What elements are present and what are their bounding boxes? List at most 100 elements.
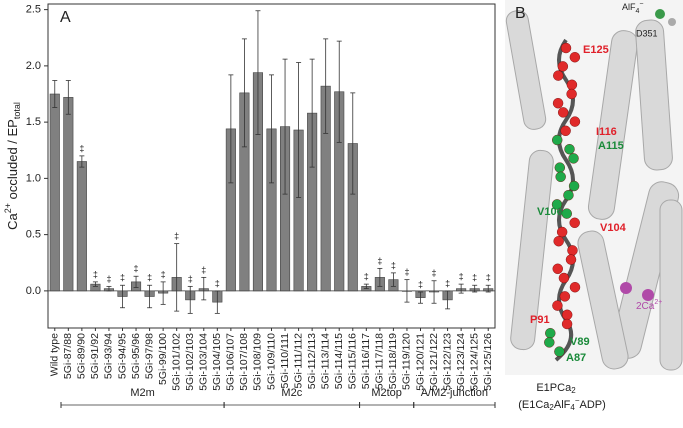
y-label-text: occluded / EP bbox=[5, 119, 20, 203]
residue-ball bbox=[563, 189, 574, 201]
helix-residues bbox=[544, 42, 581, 357]
x-tick-label: 5Gi-103/104 bbox=[198, 333, 210, 391]
ligand-sub: 4 bbox=[636, 8, 640, 15]
x-tick-label: 5Gi-87/88 bbox=[62, 333, 74, 379]
residue-ball bbox=[552, 97, 564, 109]
significance-marker: ‡ bbox=[161, 269, 166, 279]
residue-ball bbox=[568, 153, 579, 164]
ligand-text: AlF bbox=[622, 2, 636, 12]
residue-label: V104 bbox=[600, 222, 627, 234]
significance-marker: ‡ bbox=[391, 260, 396, 270]
calcium-ion bbox=[620, 282, 632, 294]
residue-ball bbox=[565, 254, 577, 265]
residue-ball bbox=[552, 134, 563, 146]
caption-sup: − bbox=[575, 396, 580, 405]
x-tick-label: 5Gi-108/109 bbox=[252, 333, 264, 391]
significance-marker: ‡ bbox=[418, 279, 423, 289]
residue-label: V89 bbox=[570, 336, 590, 348]
residue-ball bbox=[569, 52, 581, 63]
residue-ball bbox=[556, 226, 568, 238]
x-tick-label: 5Gi-94/95 bbox=[116, 333, 128, 379]
y-axis-label: Ca2+ occluded / EPtotal bbox=[3, 102, 22, 230]
significance-marker: ‡ bbox=[174, 231, 179, 241]
panel-label: A bbox=[60, 9, 71, 26]
residue-ball bbox=[555, 171, 566, 183]
x-tick-label: 5Gi-91/92 bbox=[89, 333, 101, 379]
alf4-ligand bbox=[655, 9, 665, 19]
residue-ball bbox=[564, 143, 575, 155]
residue-ball bbox=[553, 70, 564, 81]
significance-marker: ‡ bbox=[445, 278, 450, 288]
significance-marker: ‡ bbox=[79, 143, 84, 153]
x-tick-label: 5Gi-122/123 bbox=[441, 333, 453, 391]
caption-sub: 2 bbox=[571, 386, 576, 395]
caption-sub: 2 bbox=[549, 403, 554, 412]
significance-marker: ‡ bbox=[147, 273, 152, 283]
residue-ball bbox=[544, 337, 555, 348]
x-tick-label: 5Gi-115/116 bbox=[347, 333, 359, 389]
x-tick-label: 5Gi-93/94 bbox=[103, 333, 115, 379]
x-tick-label: 5Gi-120/121 bbox=[414, 333, 426, 391]
y-label-sup: 2+ bbox=[3, 203, 13, 213]
residue-ball bbox=[557, 107, 569, 118]
y-tick-label: 1.0 bbox=[26, 172, 41, 184]
residue-ball bbox=[569, 116, 581, 127]
x-tick-label: 5Gi-117/118 bbox=[374, 333, 386, 389]
x-tick-label: 5Gi-116/117 bbox=[360, 333, 372, 389]
helix-cylinders bbox=[505, 10, 683, 371]
x-tick-label: 5Gi-118/119 bbox=[387, 333, 399, 389]
significance-marker: ‡ bbox=[106, 274, 111, 284]
x-tick-label: 5Gi-114/115 bbox=[333, 333, 345, 389]
x-tick-label: 5Gi-95/96 bbox=[130, 333, 142, 379]
x-tick-label: 5Gi-89/90 bbox=[76, 333, 88, 379]
x-tick-label: 5Gi-112/113 bbox=[306, 333, 318, 389]
ion-label: 2Ca2+ bbox=[636, 299, 662, 312]
group-label: M2top bbox=[371, 387, 402, 399]
caption-text: ADP) bbox=[579, 399, 605, 411]
x-tick-label: 5Gi-110/111 bbox=[279, 333, 291, 389]
caption-text: E1PCa bbox=[536, 382, 572, 394]
residue-label: A87 bbox=[566, 352, 586, 364]
caption-sub: 4 bbox=[570, 403, 575, 412]
x-tick-label: 5Gi-97/98 bbox=[143, 333, 155, 379]
residue-ball bbox=[560, 42, 572, 54]
x-tick-label: 5Gi-119/120 bbox=[401, 333, 413, 390]
significance-marker: ‡ bbox=[459, 272, 464, 282]
significance-marker: ‡ bbox=[188, 274, 193, 284]
residue-ball bbox=[566, 88, 577, 100]
caption: (E1Ca2AlF4−ADP) bbox=[518, 396, 606, 412]
residue-ball bbox=[561, 309, 573, 320]
panel-label: B bbox=[515, 5, 526, 22]
residue-ball bbox=[545, 328, 556, 339]
x-tick-label: 5Gi-121/122 bbox=[428, 333, 440, 391]
significance-marker: ‡ bbox=[93, 269, 98, 279]
group-label: M2c bbox=[281, 387, 302, 399]
significance-marker: ‡ bbox=[120, 273, 125, 283]
residue-label: E125 bbox=[583, 44, 609, 56]
caption-text: AlF bbox=[554, 399, 571, 411]
residue-ball bbox=[557, 61, 569, 72]
panel-b: B E125 I116 A115 V106 V104 P91 V89 A87 2… bbox=[505, 0, 683, 412]
residue-ball bbox=[569, 217, 580, 229]
residue-label: V106 bbox=[537, 206, 563, 218]
residue-ball bbox=[554, 162, 566, 173]
caption-text: (E1Ca bbox=[518, 399, 550, 411]
significance-marker: ‡ bbox=[486, 273, 491, 283]
significance-marker: ‡ bbox=[404, 267, 409, 277]
x-tick-label: 5Gi-124/125 bbox=[468, 333, 480, 391]
residue-ball bbox=[552, 263, 563, 274]
residue-ball bbox=[561, 318, 573, 330]
significance-marker: ‡ bbox=[472, 273, 477, 283]
y-tick-label: 2.0 bbox=[26, 60, 41, 72]
y-tick-label: 0.0 bbox=[26, 285, 41, 297]
y-tick-label: 0.5 bbox=[26, 229, 41, 241]
x-tick-label: 5Gi-104/105 bbox=[211, 333, 223, 391]
residue-label: I116 bbox=[596, 126, 617, 138]
group-label: M2m bbox=[130, 387, 154, 399]
residue-label: D351 bbox=[636, 28, 658, 38]
significance-marker: ‡ bbox=[432, 268, 437, 278]
y-label-sub: total bbox=[12, 102, 22, 119]
bar bbox=[76, 161, 87, 292]
x-tick-label: 5Gi-113/114 bbox=[319, 333, 331, 389]
